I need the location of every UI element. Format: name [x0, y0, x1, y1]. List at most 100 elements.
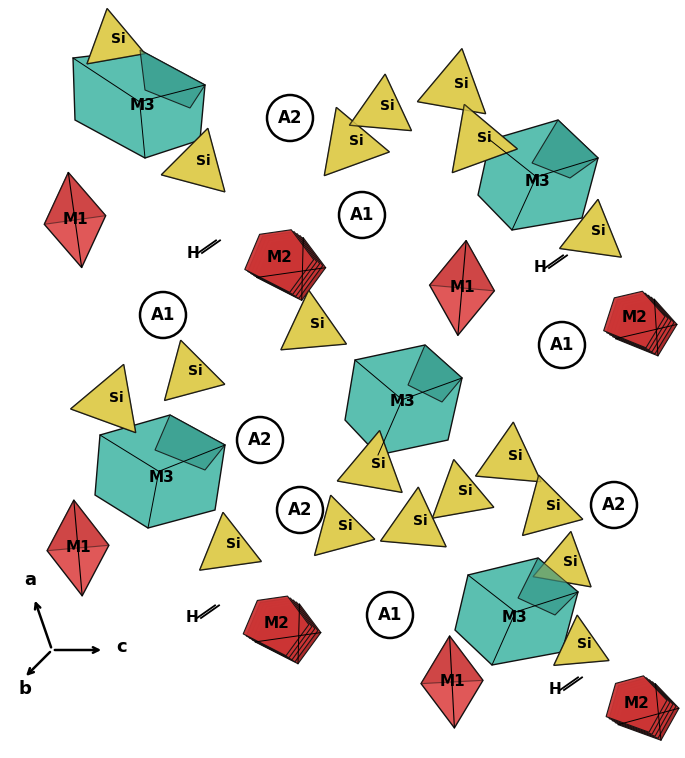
Text: Si: Si	[563, 555, 577, 568]
Polygon shape	[253, 236, 323, 299]
Polygon shape	[345, 345, 462, 455]
Text: Si: Si	[458, 484, 473, 499]
Text: A2: A2	[277, 109, 302, 127]
Polygon shape	[199, 512, 262, 570]
Polygon shape	[314, 495, 375, 556]
Circle shape	[277, 487, 323, 533]
Text: Si: Si	[338, 519, 353, 534]
Polygon shape	[616, 299, 677, 356]
Polygon shape	[71, 365, 136, 433]
Polygon shape	[155, 415, 225, 470]
Polygon shape	[417, 49, 486, 114]
Polygon shape	[246, 598, 312, 658]
Polygon shape	[421, 636, 483, 728]
Polygon shape	[455, 558, 578, 665]
Polygon shape	[248, 232, 316, 294]
Polygon shape	[251, 233, 320, 296]
Text: M1: M1	[62, 212, 88, 227]
Text: A1: A1	[350, 206, 374, 224]
Polygon shape	[475, 422, 541, 482]
Polygon shape	[429, 241, 495, 291]
Polygon shape	[518, 558, 578, 615]
Polygon shape	[609, 678, 670, 735]
Polygon shape	[314, 495, 375, 556]
Text: M2: M2	[624, 696, 650, 710]
Text: M3: M3	[130, 98, 156, 112]
Text: Si: Si	[591, 224, 606, 239]
Polygon shape	[324, 108, 389, 176]
Text: b: b	[19, 680, 32, 698]
Text: A2: A2	[288, 501, 312, 519]
Polygon shape	[249, 600, 315, 659]
Text: M3: M3	[502, 610, 528, 625]
Text: Si: Si	[226, 537, 240, 551]
Text: Si: Si	[413, 514, 428, 528]
Text: A1: A1	[550, 336, 574, 354]
Text: M1: M1	[65, 540, 91, 556]
Text: Si: Si	[111, 32, 125, 45]
Polygon shape	[417, 49, 486, 114]
Polygon shape	[349, 74, 412, 130]
Polygon shape	[47, 500, 109, 596]
Polygon shape	[475, 422, 541, 482]
Polygon shape	[607, 293, 668, 350]
Polygon shape	[199, 512, 262, 570]
Text: Si: Si	[380, 99, 395, 114]
Text: M3: M3	[390, 394, 416, 409]
Text: Si: Si	[349, 134, 363, 148]
Polygon shape	[140, 50, 205, 108]
Text: c: c	[116, 638, 127, 656]
Polygon shape	[603, 291, 665, 348]
Text: H: H	[186, 610, 199, 625]
Polygon shape	[73, 50, 205, 158]
Polygon shape	[618, 684, 679, 741]
Polygon shape	[45, 173, 105, 224]
Polygon shape	[47, 500, 109, 551]
Text: Si: Si	[453, 77, 469, 91]
Text: M1: M1	[449, 280, 475, 296]
Circle shape	[140, 292, 186, 338]
Polygon shape	[553, 615, 609, 666]
Polygon shape	[245, 230, 314, 293]
Polygon shape	[87, 8, 145, 64]
Text: H: H	[549, 682, 562, 697]
Polygon shape	[281, 290, 347, 349]
Text: Si: Si	[477, 131, 491, 145]
Circle shape	[367, 592, 413, 638]
Circle shape	[591, 482, 637, 528]
Polygon shape	[161, 128, 225, 192]
Polygon shape	[429, 241, 495, 335]
Text: M2: M2	[267, 250, 293, 265]
Text: a: a	[24, 571, 36, 589]
Text: H: H	[186, 246, 199, 261]
Circle shape	[339, 192, 385, 238]
Text: Si: Si	[577, 637, 592, 651]
Circle shape	[267, 95, 313, 141]
Polygon shape	[87, 8, 145, 64]
Text: Si: Si	[197, 154, 211, 168]
Polygon shape	[432, 459, 494, 518]
Polygon shape	[71, 365, 136, 433]
Text: H: H	[534, 261, 547, 275]
Polygon shape	[478, 120, 598, 230]
Text: Si: Si	[546, 500, 561, 513]
Polygon shape	[408, 345, 462, 402]
Polygon shape	[533, 531, 591, 587]
Polygon shape	[523, 475, 583, 535]
Text: M3: M3	[149, 471, 175, 486]
Polygon shape	[452, 105, 517, 173]
Polygon shape	[381, 487, 446, 547]
Polygon shape	[252, 602, 318, 662]
Polygon shape	[610, 296, 671, 352]
Text: M3: M3	[525, 174, 551, 190]
Text: M1: M1	[439, 675, 465, 690]
Text: A2: A2	[248, 431, 272, 449]
Text: M2: M2	[264, 615, 290, 631]
Polygon shape	[553, 615, 609, 666]
Polygon shape	[349, 74, 412, 130]
Polygon shape	[432, 459, 494, 518]
Text: Si: Si	[508, 449, 523, 463]
Polygon shape	[560, 199, 621, 257]
Polygon shape	[324, 108, 389, 176]
Text: A1: A1	[151, 306, 175, 324]
